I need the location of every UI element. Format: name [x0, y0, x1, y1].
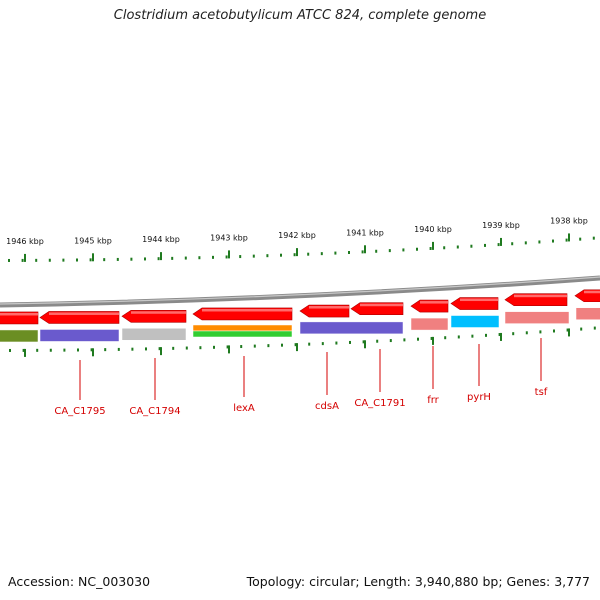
gene-arrow-shine: [584, 290, 600, 294]
gene-arrow-shine: [49, 312, 119, 315]
cog-layer: [0, 307, 600, 343]
gene-label: CA_C1791: [354, 398, 405, 409]
ruler-label: 1941 kbp: [346, 228, 384, 237]
ruler-label: 1943 kbp: [210, 233, 248, 242]
topology-footer: Topology: circular; Length: 3,940,880 bp…: [246, 574, 590, 589]
ruler-label: 1942 kbp: [278, 231, 316, 240]
gene-label: cdsA: [315, 401, 339, 412]
accession-value: NC_003030: [78, 574, 151, 589]
gene-arrow-shine: [360, 303, 403, 307]
ruler-label: 1938 kbp: [550, 216, 588, 225]
cog-bar: [192, 330, 293, 338]
gene-label-layer: CA_C1795 CA_C1794 lexA cdsA CA_C1791 frr pyrH t…: [54, 338, 548, 417]
gene-arrow-layer: [0, 289, 600, 325]
gene-arrow-shine: [420, 301, 448, 304]
gene-arrow-shine: [309, 306, 349, 309]
accession-footer: Accession: NC_003030: [8, 574, 150, 589]
cog-bar: [0, 329, 39, 343]
ruler-label: 1944 kbp: [142, 235, 180, 244]
cog-bar: [504, 311, 570, 324]
gene-arrow-shine: [0, 312, 38, 316]
gene-label: CA_C1795: [54, 406, 105, 417]
ruler-layer: 1946 kbp 1945 kbp 1944 kbp 1943 kbp 1942 kbp…: [6, 216, 595, 262]
gene-label: lexA: [233, 403, 255, 414]
ruler-label: 1945 kbp: [74, 236, 112, 245]
cog-bar: [575, 307, 600, 320]
gene-label: CA_C1794: [129, 406, 180, 417]
backbone-layer: [0, 275, 600, 308]
gene-label: tsf: [535, 387, 548, 398]
backbone-highlight: [0, 276, 600, 305]
cog-bar: [39, 329, 120, 342]
cog-bar: [299, 321, 404, 335]
cog-bar: [121, 328, 187, 341]
gene-arrow-shine: [131, 311, 186, 314]
cog-bar: [192, 324, 293, 332]
ruler-label: 1940 kbp: [414, 225, 452, 234]
cog-bar: [410, 317, 449, 331]
bottom-tick-layer: [9, 326, 596, 357]
gene-label: frr: [427, 395, 439, 406]
gene-arrow-shine: [460, 298, 498, 302]
gene-arrow-shine: [202, 308, 292, 312]
gene-label: pyrH: [467, 392, 491, 403]
accession-label: Accession:: [8, 574, 75, 589]
backbone-line: [0, 275, 600, 308]
gene-arrow-shine: [514, 294, 567, 298]
map-title: Clostridium acetobutylicum ATCC 824, com…: [113, 8, 487, 23]
ruler-label: 1946 kbp: [6, 237, 44, 246]
ruler-label: 1939 kbp: [482, 221, 520, 230]
cog-bar: [450, 315, 500, 328]
